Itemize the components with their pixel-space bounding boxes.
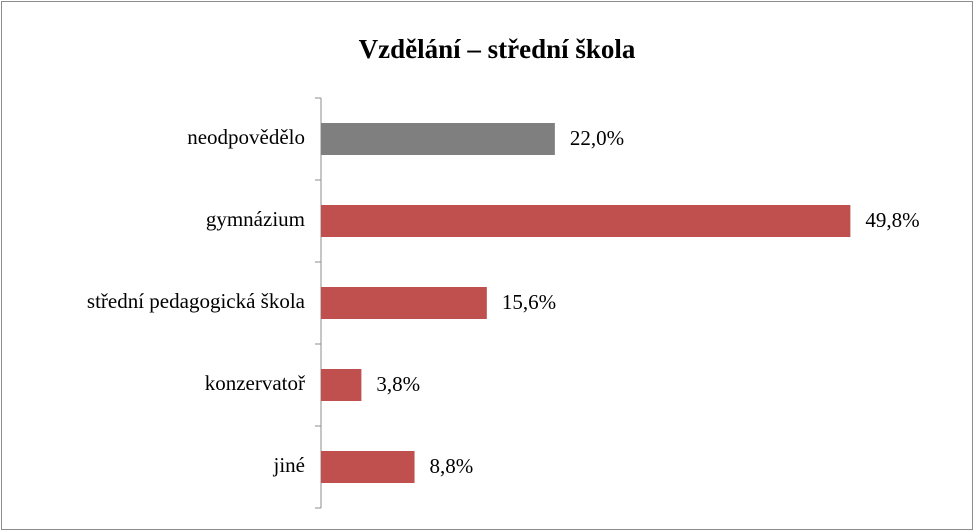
data-label: 49,8% <box>865 208 919 232</box>
data-label: 22,0% <box>570 126 624 150</box>
bar <box>321 451 415 483</box>
data-label: 3,8% <box>376 372 420 396</box>
data-label: 15,6% <box>502 290 556 314</box>
bar <box>321 287 487 319</box>
chart-title: Vzdělání – střední škola <box>359 34 636 64</box>
bar <box>321 123 555 155</box>
category-label: střední pedagogická škola <box>87 289 306 313</box>
category-label: neodpovědělo <box>187 125 305 149</box>
data-label: 8,8% <box>430 454 474 478</box>
category-label: gymnázium <box>206 207 305 231</box>
category-label: jiné <box>273 453 306 477</box>
bar <box>321 369 362 401</box>
category-label: konzervatoř <box>205 371 305 395</box>
bar <box>321 205 851 237</box>
